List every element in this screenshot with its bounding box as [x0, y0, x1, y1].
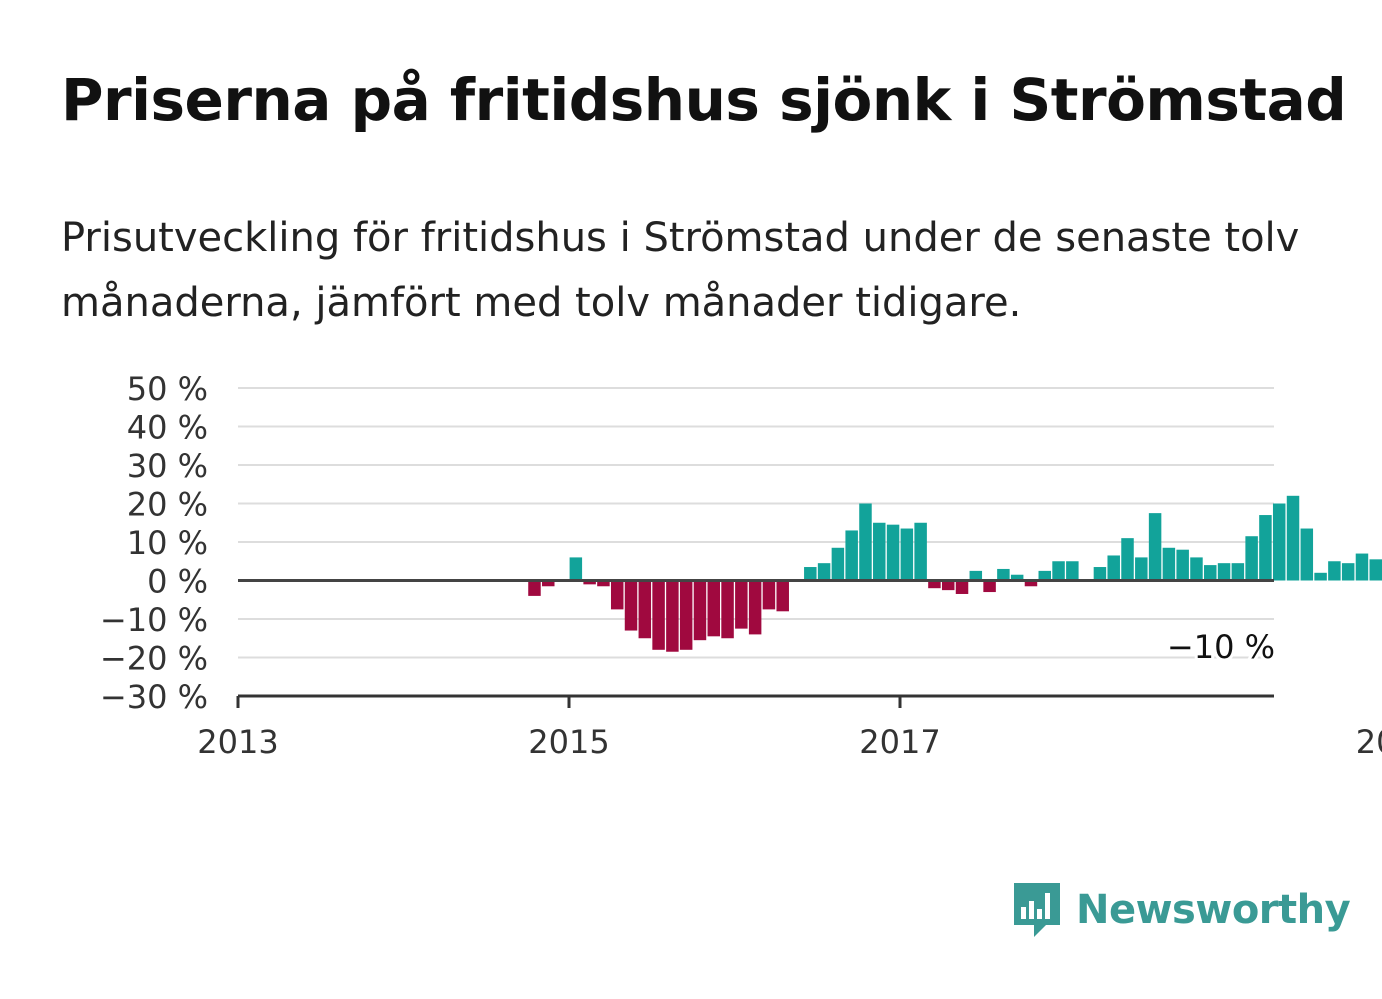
- y-tick-label: 20 %: [127, 486, 208, 524]
- bar: [900, 528, 914, 581]
- bar: [969, 570, 983, 581]
- y-axis: 50 %40 %30 %20 %10 %0 %−10 %−20 %−30 %: [100, 370, 208, 716]
- bar: [542, 580, 555, 587]
- bar: [845, 530, 858, 581]
- bars: [528, 495, 1382, 652]
- bar: [1121, 538, 1134, 581]
- y-tick-label: −10 %: [100, 601, 208, 639]
- brand-logo: Newsworthy: [1010, 878, 1351, 942]
- bar: [997, 568, 1010, 581]
- bar: [1314, 572, 1327, 581]
- bar: [1038, 570, 1052, 581]
- bar: [1010, 574, 1024, 581]
- bar: [666, 580, 679, 652]
- bar: [1328, 561, 1341, 581]
- y-tick-label: 50 %: [127, 370, 208, 408]
- bar: [1190, 557, 1203, 581]
- bar: [1135, 557, 1148, 581]
- bar: [817, 563, 831, 581]
- x-axis: 201320152017202020222024: [197, 694, 1382, 761]
- bar: [776, 580, 789, 612]
- bar: [652, 580, 665, 650]
- bar: [735, 580, 748, 629]
- bar: [983, 580, 996, 593]
- bar: [1066, 561, 1079, 581]
- bar: [693, 580, 707, 641]
- bar: [1052, 561, 1065, 581]
- bar: [1176, 549, 1189, 581]
- bar: [914, 522, 927, 581]
- last-value-annotation: −10 %: [1164, 625, 1278, 669]
- y-tick-label: 10 %: [127, 524, 208, 562]
- y-tick-label: −30 %: [100, 678, 208, 716]
- bar: [1272, 503, 1286, 581]
- bar-chart: 50 %40 %30 %20 %10 %0 %−10 %−20 %−30 % 2…: [100, 370, 1382, 761]
- bar: [1231, 563, 1245, 581]
- bar: [1107, 555, 1120, 581]
- y-tick-label: 40 %: [127, 409, 208, 447]
- bar: [1162, 547, 1176, 581]
- bar: [610, 580, 624, 610]
- bar: [1369, 559, 1382, 581]
- bar: [859, 503, 872, 581]
- bar: [748, 580, 762, 635]
- bar: [1217, 563, 1231, 581]
- chart-subtitle: Prisutveckling för fritidshus i Strömsta…: [61, 215, 1300, 326]
- chart-title: Priserna på fritidshus sjönk i Strömstad: [61, 66, 1347, 134]
- brand-name: Newsworthy: [1076, 887, 1351, 933]
- bar: [1148, 513, 1162, 581]
- bar: [1286, 495, 1300, 581]
- bar: [569, 557, 583, 581]
- bar: [831, 547, 845, 581]
- x-tick-label: 2015: [528, 723, 609, 761]
- bar: [679, 580, 693, 650]
- bar: [1245, 536, 1258, 581]
- bar: [624, 580, 638, 631]
- bar: [707, 580, 721, 637]
- bar-chart-speech-bubble-icon: [1014, 883, 1060, 937]
- bar: [1300, 528, 1314, 581]
- bar: [804, 567, 817, 581]
- bar: [928, 580, 941, 589]
- x-tick-label: 2013: [197, 723, 278, 761]
- bar: [873, 522, 886, 581]
- bar: [1024, 580, 1038, 587]
- bar: [886, 524, 900, 581]
- bar: [955, 580, 969, 594]
- bar: [583, 580, 596, 585]
- x-tick-label: 2020: [1356, 723, 1382, 761]
- bar: [941, 580, 955, 591]
- bar: [1204, 565, 1217, 581]
- bar: [762, 580, 776, 610]
- y-tick-label: −20 %: [100, 640, 208, 678]
- y-tick-label: 30 %: [127, 447, 208, 485]
- bar: [1259, 515, 1272, 581]
- bar: [528, 580, 541, 596]
- bar: [721, 580, 734, 639]
- y-tick-label: 0 %: [147, 563, 208, 601]
- bar: [597, 580, 610, 587]
- x-tick-label: 2017: [859, 723, 940, 761]
- bar: [1093, 567, 1107, 581]
- bar: [1341, 563, 1355, 581]
- last-value-label: −10 %: [1167, 628, 1275, 666]
- bar: [638, 580, 652, 639]
- bar: [1355, 553, 1369, 581]
